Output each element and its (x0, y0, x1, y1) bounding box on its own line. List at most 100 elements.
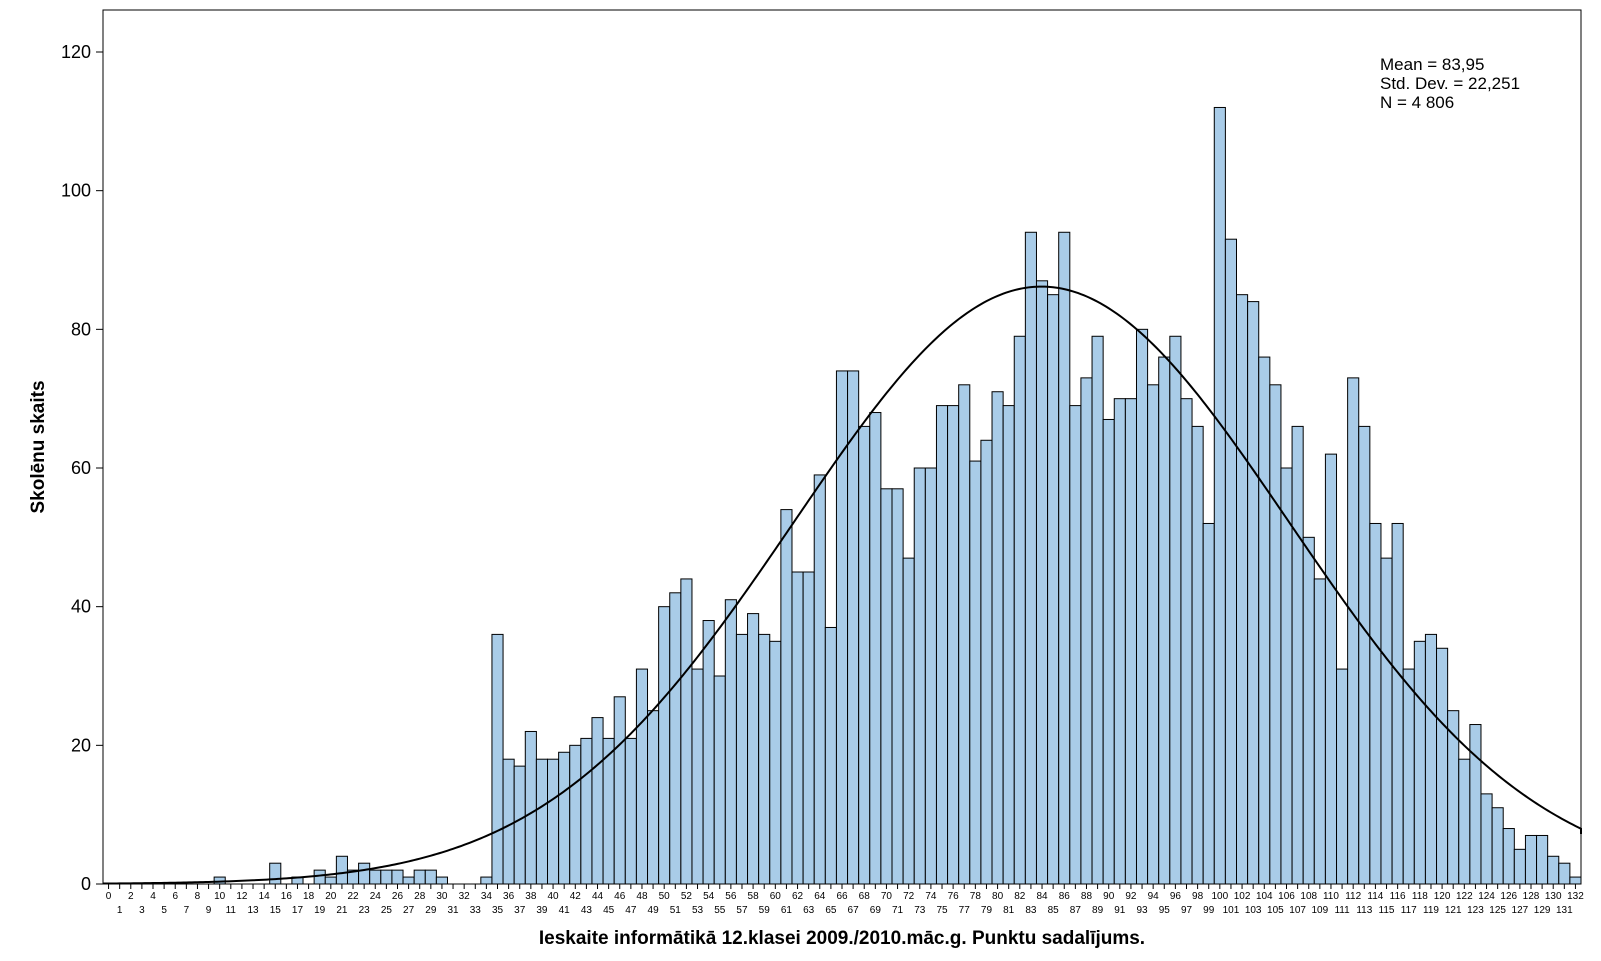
bar-68 (858, 425, 871, 885)
x-tick-label-120: 120 (1434, 891, 1451, 902)
x-tick-label-83: 83 (1025, 905, 1037, 916)
bar-23 (358, 862, 371, 885)
y-tick-label-120: 120 (61, 42, 91, 62)
bar-132 (1569, 876, 1582, 885)
x-tick-label-0: 0 (106, 891, 112, 902)
x-tick-label-25: 25 (381, 905, 393, 916)
bar-41 (558, 751, 571, 885)
x-tick-label-112: 112 (1345, 891, 1361, 902)
bar-117 (1402, 668, 1415, 885)
bar-56 (724, 599, 737, 885)
x-tick-label-14: 14 (259, 891, 271, 902)
bar-53 (691, 668, 704, 885)
bar-73 (913, 467, 926, 885)
bar-111 (1336, 668, 1349, 885)
bar-80 (991, 391, 1004, 885)
bar-112 (1347, 377, 1360, 885)
x-tick-label-81: 81 (1003, 905, 1015, 916)
x-tick-label-3: 3 (139, 905, 145, 916)
bar-64 (813, 474, 826, 885)
x-tick-label-99: 99 (1203, 905, 1215, 916)
bar-126 (1502, 828, 1515, 885)
x-tick-label-73: 73 (914, 905, 926, 916)
x-tick-label-96: 96 (1170, 891, 1182, 902)
bar-34 (480, 876, 493, 885)
x-tick-label-103: 103 (1245, 905, 1262, 916)
bar-93 (1135, 328, 1149, 885)
bar-37 (513, 765, 526, 885)
bar-25 (380, 869, 393, 885)
x-tick-label-89: 89 (1092, 905, 1104, 916)
x-tick-label-117: 117 (1401, 905, 1417, 916)
bar-51 (669, 592, 682, 885)
x-tick-label-78: 78 (970, 891, 982, 902)
bar-129 (1536, 834, 1549, 885)
bar-130 (1547, 855, 1560, 885)
bar-44 (591, 717, 604, 885)
bar-40 (547, 758, 560, 885)
x-tick-label-113: 113 (1356, 905, 1372, 916)
bar-97 (1180, 398, 1193, 885)
x-tick-label-123: 123 (1467, 905, 1484, 916)
bar-54 (702, 620, 715, 885)
bars-group (213, 106, 1582, 885)
x-tick-label-10: 10 (214, 891, 226, 902)
bar-48 (635, 668, 649, 885)
bar-59 (758, 633, 771, 885)
bar-74 (924, 467, 937, 885)
bar-116 (1391, 522, 1404, 885)
x-tick-label-105: 105 (1267, 905, 1284, 916)
x-tick-label-53: 53 (692, 905, 704, 916)
bar-21 (335, 855, 348, 885)
x-tick-label-107: 107 (1289, 905, 1306, 916)
x-tick-label-32: 32 (459, 891, 471, 902)
x-tick-label-12: 12 (236, 891, 248, 902)
bar-78 (969, 460, 982, 885)
bar-115 (1380, 557, 1393, 885)
bar-70 (880, 488, 893, 885)
bar-105 (1269, 384, 1282, 885)
x-tick-label-21: 21 (336, 905, 348, 916)
x-tick-label-23: 23 (359, 905, 371, 916)
x-tick-label-64: 64 (814, 891, 826, 902)
y-tick-label-40: 40 (71, 597, 91, 617)
x-tick-label-63: 63 (803, 905, 815, 916)
bar-65 (824, 626, 837, 885)
bar-49 (647, 710, 660, 885)
x-tick-label-8: 8 (195, 891, 201, 902)
bar-28 (413, 869, 426, 885)
bar-88 (1080, 377, 1093, 885)
bar-55 (713, 675, 726, 885)
bar-39 (535, 758, 549, 885)
x-tick-label-84: 84 (1036, 891, 1048, 902)
x-tick-label-35: 35 (492, 905, 504, 916)
bar-86 (1058, 231, 1071, 885)
x-tick-label-98: 98 (1192, 891, 1204, 902)
bar-43 (580, 737, 593, 885)
bar-42 (569, 744, 582, 885)
x-tick-label-58: 58 (748, 891, 760, 902)
stats-mean: Mean = 83,95 (1380, 55, 1485, 74)
x-tick-label-132: 132 (1567, 891, 1584, 902)
bar-35 (491, 633, 504, 885)
x-tick-label-97: 97 (1181, 905, 1193, 916)
x-tick-label-30: 30 (436, 891, 448, 902)
bar-69 (869, 412, 882, 885)
x-tick-label-118: 118 (1412, 891, 1428, 902)
x-tick-label-92: 92 (1125, 891, 1137, 902)
bar-96 (1169, 335, 1182, 885)
x-tick-label-104: 104 (1256, 891, 1273, 902)
x-tick-label-27: 27 (403, 905, 415, 916)
x-tick-label-66: 66 (836, 891, 848, 902)
x-tick-label-38: 38 (525, 891, 537, 902)
bar-119 (1424, 633, 1438, 885)
x-tick-label-15: 15 (270, 905, 282, 916)
x-tick-label-43: 43 (581, 905, 593, 916)
bar-109 (1313, 578, 1326, 885)
bar-36 (502, 758, 515, 885)
bar-122 (1458, 758, 1471, 885)
x-tick-label-72: 72 (903, 891, 915, 902)
x-tick-label-77: 77 (959, 905, 971, 916)
x-tick-label-51: 51 (670, 905, 682, 916)
